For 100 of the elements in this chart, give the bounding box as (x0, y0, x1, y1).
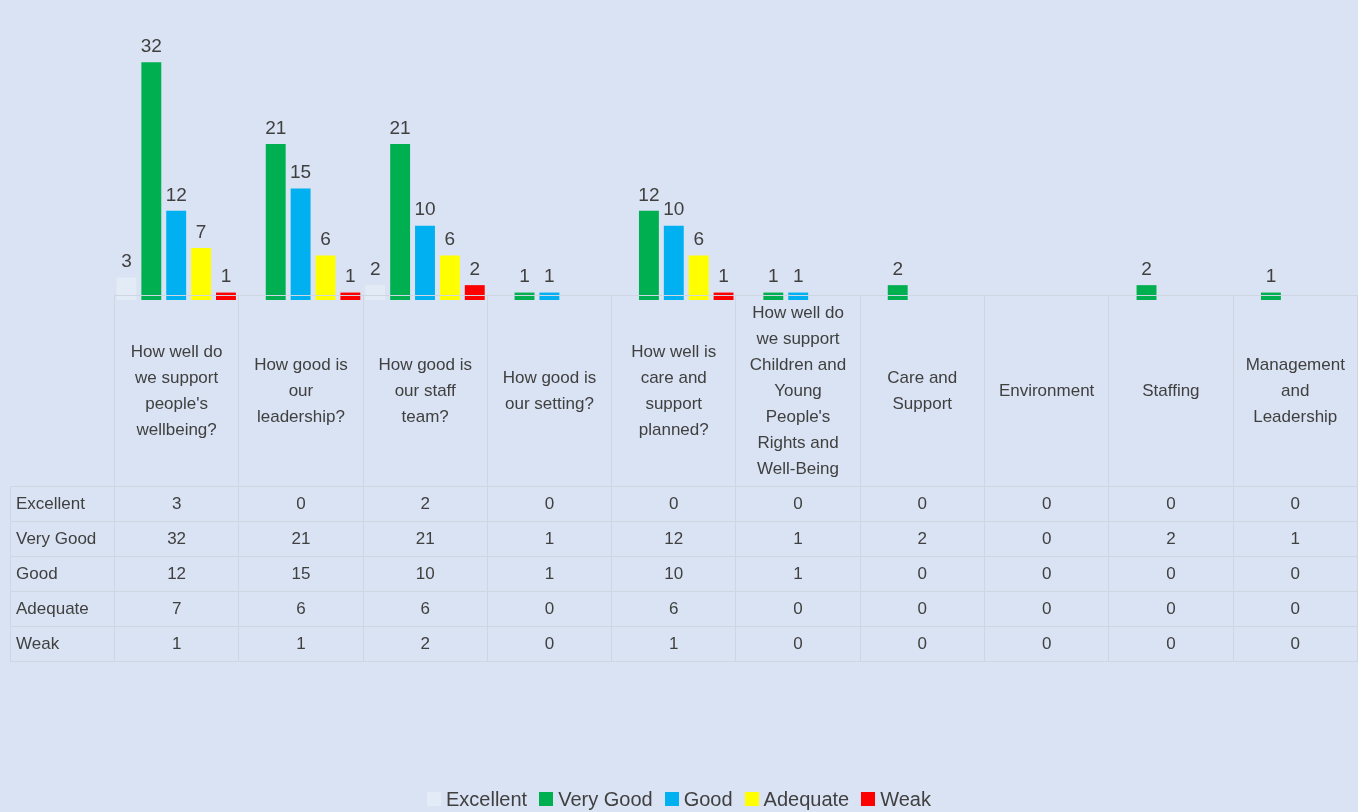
legend-label: Very Good (557, 788, 653, 810)
legend-label: Weak (879, 788, 931, 810)
data-label: 1 (611, 626, 736, 662)
data-label: 0 (735, 591, 861, 627)
text: 1 (220, 265, 232, 287)
data-label: 3 (114, 486, 239, 522)
text: 6 (693, 228, 704, 250)
data-label: 0 (487, 486, 612, 522)
text: 2 (892, 257, 904, 279)
data-label: 10 (611, 556, 736, 592)
data-label: 21 (238, 521, 364, 557)
data-label: 10 (363, 556, 488, 592)
data-label: 15 (238, 556, 364, 592)
text: 1 (718, 265, 729, 287)
data-label: 0 (735, 486, 861, 522)
data-label: 2 (860, 521, 985, 557)
text: 6 (444, 228, 456, 250)
x-tick-label: How good is our staff team? (363, 295, 488, 487)
x-tick-label: How good is our leadership? (238, 295, 364, 487)
text: 1 (345, 265, 356, 287)
data-label: 0 (984, 556, 1109, 592)
text: 2 (1141, 257, 1152, 279)
bar (166, 210, 187, 300)
data-label: 12 (114, 556, 239, 592)
bar (439, 255, 460, 300)
data-label: 12 (611, 521, 736, 557)
data-label: 2 (363, 486, 488, 522)
text: 1 (768, 265, 779, 287)
data-label: 21 (363, 521, 488, 557)
text: Weak (16, 634, 60, 653)
data-label: 32 (114, 521, 239, 557)
data-label: 1 (735, 556, 861, 592)
x-tick-label: Management and Leadership (1233, 295, 1358, 487)
text: 10 (663, 198, 685, 220)
legend-label: Adequate (762, 788, 850, 810)
data-label: 0 (1233, 626, 1358, 662)
data-label: 0 (860, 556, 985, 592)
text: 1 (519, 265, 530, 287)
data-label: 0 (984, 591, 1109, 627)
bar (688, 255, 709, 300)
text: 1 (1265, 265, 1277, 287)
data-label: 0 (984, 486, 1109, 522)
data-label: 7 (114, 591, 239, 627)
bar (464, 285, 485, 300)
data-label: 1 (487, 521, 612, 557)
x-tick-label: Care and Support (860, 295, 985, 487)
text: 6 (320, 228, 331, 250)
text: Very Good (16, 529, 97, 548)
bar (663, 225, 684, 300)
data-label: 0 (735, 626, 861, 662)
text: 1 (792, 265, 804, 287)
data-label: 1 (735, 521, 861, 557)
text: 12 (638, 183, 660, 205)
text: 7 (195, 220, 207, 242)
data-label: 2 (363, 626, 488, 662)
data-label: 0 (1108, 626, 1234, 662)
text: 1 (544, 265, 555, 287)
data-label: 6 (363, 591, 488, 627)
x-tick-label: How well is care and support planned? (611, 295, 736, 487)
data-label: 0 (1233, 591, 1358, 627)
text: 2 (369, 257, 381, 279)
bar (1136, 285, 1157, 300)
bar (887, 285, 908, 300)
data-label: 0 (1108, 486, 1234, 522)
data-label: 0 (1233, 486, 1358, 522)
legend-label: Excellent (445, 788, 528, 810)
bar (638, 210, 659, 300)
bar (290, 188, 311, 300)
text: 3 (121, 250, 132, 272)
data-label: 0 (238, 486, 364, 522)
x-tick-label: How well do we support Children and Young People's Rights and Well-Being (735, 295, 861, 487)
data-label: 0 (860, 591, 985, 627)
data-label: 2 (1108, 521, 1234, 557)
text: 21 (265, 116, 287, 138)
text: Good (16, 564, 58, 583)
legend-label: Good (682, 788, 733, 810)
text: 12 (165, 183, 187, 205)
bar (415, 225, 435, 300)
data-label: 1 (1233, 521, 1358, 557)
data-label: 0 (860, 486, 985, 522)
x-tick-label: How good is our setting? (487, 295, 612, 487)
x-tick-label: Staffing (1108, 295, 1234, 487)
x-tick-label: Environment (984, 295, 1109, 487)
data-label: 0 (984, 521, 1109, 557)
data-label: 1 (487, 556, 612, 592)
data-label: 0 (1233, 556, 1358, 592)
text: 21 (389, 116, 411, 138)
text: 15 (290, 161, 312, 183)
text: Excellent (16, 494, 85, 513)
data-label: 0 (487, 626, 612, 662)
data-label: 0 (1108, 591, 1234, 627)
x-tick-label: How well do we support people's wellbeing? (114, 295, 239, 487)
bar (315, 255, 336, 300)
data-label: 0 (984, 626, 1109, 662)
data-label: 6 (238, 591, 364, 627)
text: 10 (414, 198, 436, 220)
data-label: 1 (114, 626, 239, 662)
text: 32 (140, 35, 162, 57)
data-label: 1 (238, 626, 364, 662)
text: 2 (469, 257, 481, 279)
